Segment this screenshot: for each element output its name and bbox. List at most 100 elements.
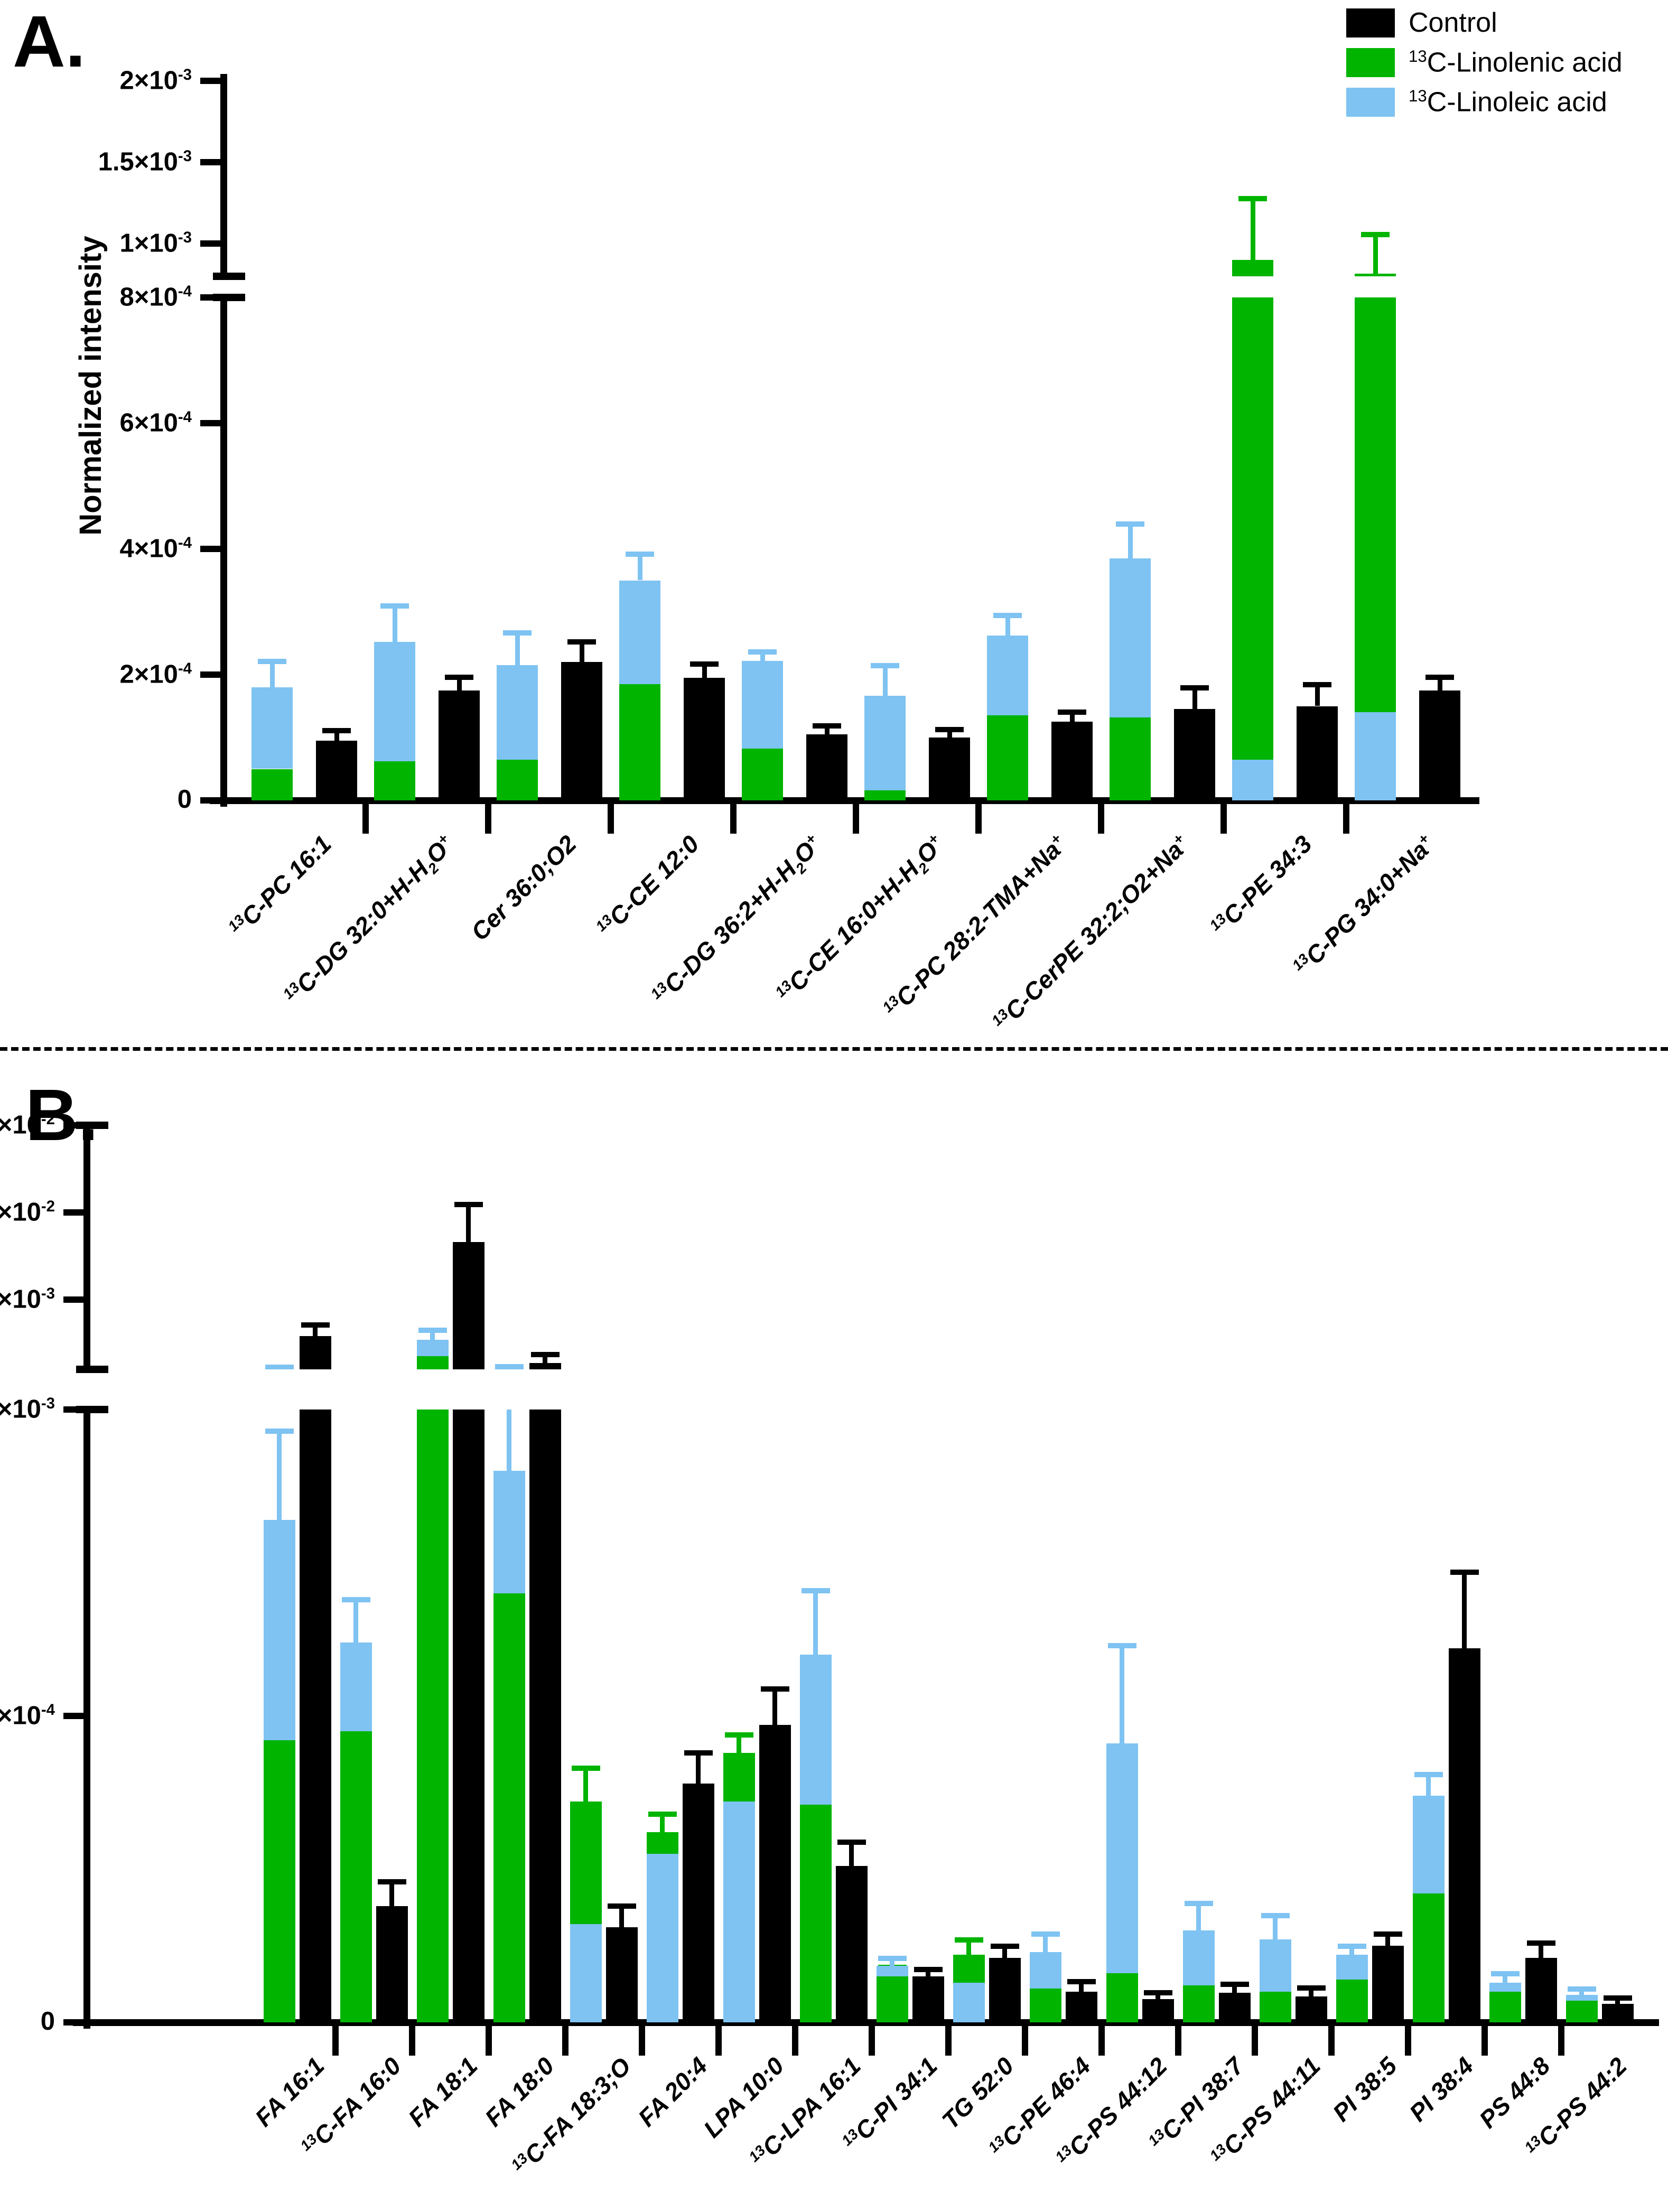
legend-label-control: Control — [1409, 7, 1497, 38]
error-bar-cap — [322, 727, 351, 733]
control-bar — [1142, 1999, 1174, 2022]
error-bar-stem — [583, 1771, 588, 1802]
error-bar-stem — [1250, 201, 1255, 260]
error-bar-stem — [619, 1909, 624, 1928]
control-bar — [989, 1958, 1021, 2022]
x-axis-tick — [945, 2026, 952, 2056]
stacked-bar-segment-linoleic — [1029, 1952, 1061, 1989]
plot-area — [227, 297, 1479, 800]
y-axis-tick — [63, 1406, 90, 1413]
error-bar-stem — [1385, 1936, 1390, 1946]
stacked-bar-segment-linolenic — [799, 1805, 832, 2022]
error-bar-cap — [760, 1686, 789, 1692]
stacked-bar-segment-linolenic — [263, 1740, 295, 2022]
x-axis-tick — [1343, 804, 1349, 834]
stacked-bar-segment-linolenic — [864, 790, 906, 800]
legend-item-control: Control — [1346, 7, 1623, 38]
y-tick-label: 5×10-3 — [0, 1285, 55, 1314]
control-bar — [682, 1783, 714, 2022]
plot-area — [227, 81, 1479, 276]
stacked-bar-segment-linoleic — [251, 687, 293, 769]
stacked-bar-segment-linolenic — [1106, 1973, 1138, 2022]
y-tick-label: 1×10-3 — [0, 1395, 55, 1424]
error-bar-stem — [1309, 1990, 1313, 1997]
control-bar — [929, 738, 970, 800]
stacked-bar-segment-linolenic — [723, 1752, 755, 1802]
stacked-bar-segment-linoleic — [953, 1982, 985, 2022]
stacked-bar-segment-linoleic — [1566, 1994, 1598, 2001]
error-bar-stem — [947, 732, 952, 738]
error-bar-stem — [1002, 1948, 1007, 1958]
y-axis-line-upper — [83, 1125, 90, 1373]
x-axis-tick — [1098, 804, 1104, 834]
y-tick-label: 1×10-2 — [0, 1198, 55, 1227]
error-bar-cap — [377, 1879, 406, 1884]
x-axis-tick — [869, 2026, 875, 2056]
stacked-bar-segment-linolenic — [1182, 1985, 1215, 2022]
error-bar-cap — [567, 639, 596, 645]
x-axis-tick — [562, 2026, 569, 2056]
error-bar-cap — [1058, 710, 1086, 715]
y-axis-tick — [200, 78, 227, 84]
control-bar — [1601, 2004, 1634, 2022]
stacked-bar-segment-linolenic — [876, 1976, 908, 2022]
x-axis-tick — [1220, 804, 1227, 834]
stacked-bar-segment-linolenic — [619, 684, 660, 800]
error-bar-cap — [1303, 682, 1331, 687]
x-axis-tick — [1252, 2026, 1258, 2056]
error-bar-stem — [430, 1332, 435, 1340]
error-bar-cap — [258, 658, 286, 664]
stacked-bar-segment-linoleic — [263, 1519, 295, 1741]
y-tick-label: 2×10-4 — [119, 660, 192, 689]
stacked-bar-segment-linolenic — [1566, 2001, 1598, 2022]
error-bar-cap — [265, 1365, 294, 1369]
stacked-bar-segment-linoleic — [570, 1924, 602, 2022]
stacked-bar-segment-linolenic — [340, 1731, 372, 2022]
legend-label-linoleic: 13C-Linoleic acid — [1409, 87, 1607, 118]
y-axis-tick — [200, 546, 227, 552]
y-axis-tick — [200, 294, 227, 301]
error-bar-cap — [1238, 196, 1267, 202]
x-axis-tick — [792, 2026, 798, 2056]
control-bar — [299, 1410, 331, 2022]
stacked-bar-segment-linoleic — [1412, 1795, 1445, 1894]
error-bar-cap — [813, 723, 841, 729]
control-bar — [605, 1927, 638, 2022]
error-bar-stem — [543, 1357, 547, 1364]
error-bar-stem — [696, 1756, 701, 1784]
error-bar-stem — [772, 1691, 777, 1725]
legend-swatch-control — [1346, 8, 1395, 38]
error-bar-cap — [454, 1202, 483, 1208]
control-bar — [561, 662, 602, 800]
y-axis-line-upper — [220, 74, 227, 279]
x-axis-tick — [362, 804, 369, 834]
error-bar-cap — [1184, 1900, 1213, 1906]
error-bar-stem — [1120, 1648, 1124, 1744]
stacked-bar-segment-linolenic — [1232, 297, 1273, 760]
error-bar-stem — [1539, 1946, 1543, 1958]
error-bar-stem — [313, 1327, 318, 1337]
y-axis-tick — [63, 2019, 90, 2026]
x-axis-tick — [409, 2026, 415, 2056]
control-bar — [1419, 690, 1460, 800]
error-bar-stem — [1196, 1906, 1201, 1930]
legend-item-linoleic: 13C-Linoleic acid — [1346, 87, 1623, 117]
x-axis-tick — [853, 804, 859, 834]
control-bar — [1174, 709, 1215, 800]
stacked-bar-segment-linolenic — [1412, 1893, 1445, 2022]
y-tick-label: 8×10-4 — [119, 283, 192, 312]
error-bar-stem — [1156, 1995, 1160, 1999]
legend-label-linolenic: 13C-Linolenic acid — [1409, 47, 1623, 78]
stacked-bar-segment-linoleic — [619, 580, 660, 684]
x-axis-tick — [486, 2026, 492, 2056]
error-bar-cap — [418, 1327, 447, 1333]
y-axis-tick — [200, 159, 227, 166]
y-tick-label: 0 — [40, 2007, 55, 2036]
error-bar-stem — [456, 679, 462, 690]
stacked-bar-segment-linolenic — [570, 1802, 602, 1925]
error-bar-stem — [1192, 690, 1197, 710]
stacked-bar-segment-linoleic — [987, 636, 1028, 716]
stacked-bar-segment-linolenic — [1336, 1979, 1368, 2022]
